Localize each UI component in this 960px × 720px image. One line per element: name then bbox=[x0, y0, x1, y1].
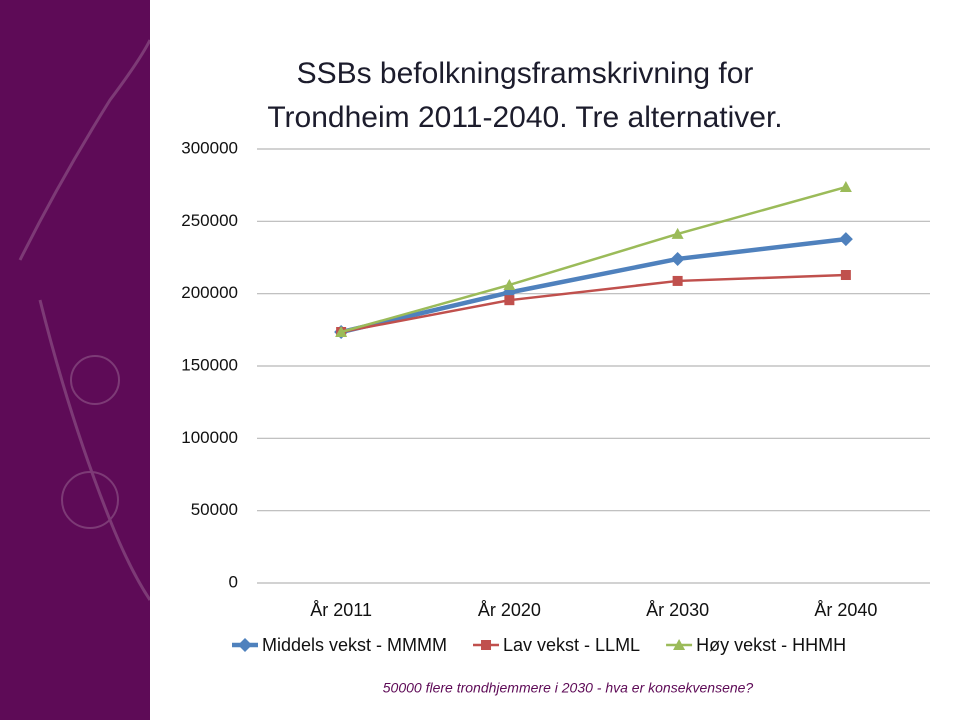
y-tick-label: 50000 bbox=[191, 500, 238, 519]
series-line bbox=[340, 185, 847, 334]
y-tick-label: 100000 bbox=[181, 428, 238, 447]
data-point bbox=[504, 295, 515, 306]
data-point bbox=[840, 270, 851, 281]
data-point bbox=[670, 251, 685, 266]
sidebar bbox=[0, 0, 150, 720]
x-tick-label: År 2040 bbox=[814, 600, 877, 620]
data-point bbox=[671, 227, 684, 239]
legend-label: Middels vekst - MMMM bbox=[262, 635, 447, 655]
y-tick-label: 0 bbox=[229, 572, 238, 591]
y-tick-label: 300000 bbox=[181, 138, 238, 157]
chart-title: SSBs befolkningsframskrivning for Trondh… bbox=[267, 57, 783, 134]
footnote: 50000 flere trondhjemmere i 2030 - hva e… bbox=[383, 680, 754, 696]
data-point bbox=[839, 181, 852, 193]
sidebar-decoration bbox=[18, 39, 150, 601]
legend-label: Høy vekst - HHMH bbox=[696, 635, 846, 655]
y-tick-label: 250000 bbox=[181, 211, 238, 230]
legend-marker bbox=[238, 638, 252, 652]
x-tick-label: År 2020 bbox=[478, 600, 541, 620]
series-line bbox=[340, 236, 847, 335]
legend-label: Lav vekst - LLML bbox=[503, 635, 640, 655]
data-point bbox=[838, 232, 853, 247]
x-tick-label: År 2030 bbox=[646, 600, 709, 620]
legend-marker bbox=[673, 639, 686, 650]
data-point bbox=[672, 275, 683, 286]
data-point bbox=[503, 278, 516, 290]
legend-marker bbox=[481, 640, 492, 650]
data-point bbox=[335, 326, 348, 338]
x-tick-label: År 2011 bbox=[310, 600, 372, 620]
y-tick-label: 150000 bbox=[181, 355, 238, 374]
series-line bbox=[340, 273, 846, 334]
y-tick-label: 200000 bbox=[181, 283, 238, 302]
